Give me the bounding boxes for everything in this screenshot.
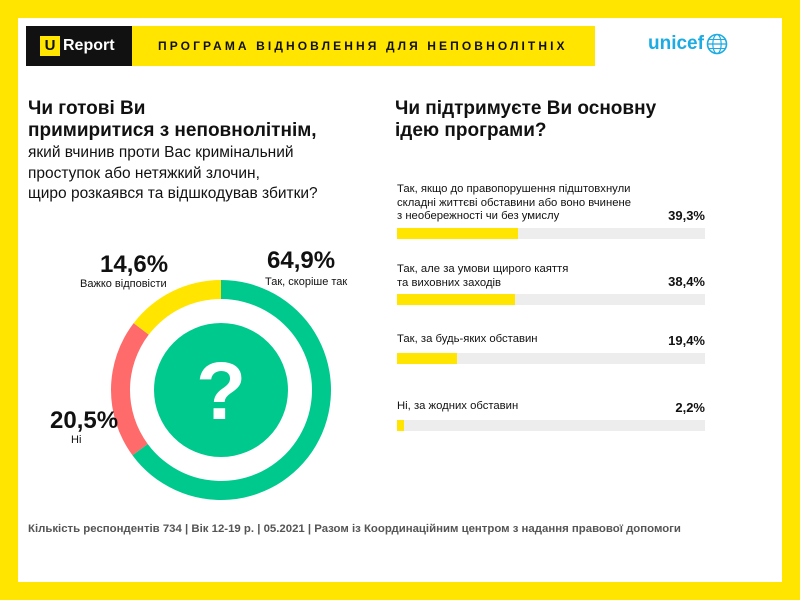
question-2-title-line: Чи підтримуєте Ви основну: [395, 98, 657, 119]
slice-label-red: Ні: [71, 434, 82, 446]
donut-slice-red: [111, 323, 149, 456]
ureport-logo: U Report: [26, 26, 132, 66]
bar-label-line: Так, але за умови щирого каяття: [397, 263, 569, 275]
donut-chart: ?: [111, 280, 331, 500]
question-1-body-line: проступок або нетяжкий злочин,: [28, 164, 260, 182]
question-2-title-line: ідею програми?: [395, 120, 547, 141]
question-1-title: Чи готові Ви примиритися з неповнолітнім…: [28, 98, 317, 142]
slice-pct-red: 20,5%: [50, 407, 119, 434]
question-2-title: Чи підтримуєте Ви основну ідею програми?: [395, 98, 656, 142]
unicef-logo-text: unicef: [648, 33, 704, 54]
bar-value: 2,2%: [675, 400, 705, 415]
question-1-body-line: який вчинив проти Вас кримінальний: [28, 144, 294, 161]
slice-pct-green: 64,9%: [267, 247, 336, 274]
bar-label-line: з необережності чи без умислу: [397, 210, 560, 222]
bar-value: 38,4%: [668, 274, 705, 289]
donut-slice-yellow: [133, 280, 221, 335]
program-title: ПРОГРАМА ВІДНОВЛЕННЯ ДЛЯ НЕПОВНОЛІТНІХ: [158, 39, 568, 53]
slice-label-yellow: Важко відповісти: [80, 278, 167, 290]
bar-label: Так, за будь-яких обставин: [397, 333, 538, 347]
bar-label-line: складні життєві обставини або воно вчине…: [397, 196, 632, 209]
globe-icon: [706, 33, 728, 55]
bar-label: Ні, за жодних обставин: [397, 400, 518, 414]
bar-value: 19,4%: [668, 333, 705, 348]
question-1-body-line: щиро розкаявся та відшкодував збитки?: [28, 185, 318, 202]
footer-note: Кількість респондентів 734 | Вік 12-19 р…: [28, 523, 681, 535]
bar-track: [397, 228, 705, 239]
question-1-title-line: примиритися з неповнолітнім,: [28, 120, 317, 141]
bar-track: [397, 420, 705, 431]
slice-pct-yellow: 14,6%: [100, 251, 169, 278]
slice-label-green: Так, скоріше так: [265, 276, 348, 288]
header-banner: U Report ПРОГРАМА ВІДНОВЛЕННЯ ДЛЯ НЕПОВН…: [26, 26, 595, 66]
bar-fill: [397, 353, 457, 364]
bar-label-line: Так, за будь-яких обставин: [397, 333, 538, 345]
bar-label-line: Ні, за жодних обставин: [397, 400, 519, 412]
ureport-logo-text: Report: [63, 37, 115, 54]
ureport-logo-mark: U: [40, 36, 60, 56]
bar-fill: [397, 294, 516, 305]
bar-label: Так, якщо до правопорушення підштовхнули…: [397, 183, 631, 224]
bar-label-line: Так, якщо до правопорушення підштовхнули: [397, 183, 631, 195]
bar-track: [397, 353, 705, 364]
bar-value: 39,3%: [668, 208, 705, 223]
question-1-title-line: Чи готові Ви: [28, 98, 146, 119]
donut-center: [154, 323, 288, 457]
question-1-body: який вчинив проти Вас кримінальний прост…: [28, 143, 318, 205]
bar-fill: [397, 228, 519, 239]
unicef-logo: unicef: [648, 33, 728, 55]
question-mark-icon: ?: [196, 346, 246, 437]
bar-fill: [397, 420, 404, 431]
bar-label-line: та виховних заходів: [397, 276, 502, 289]
bar-label: Так, але за умови щирого каяття та вихов…: [397, 263, 568, 290]
bar-track: [397, 294, 705, 305]
